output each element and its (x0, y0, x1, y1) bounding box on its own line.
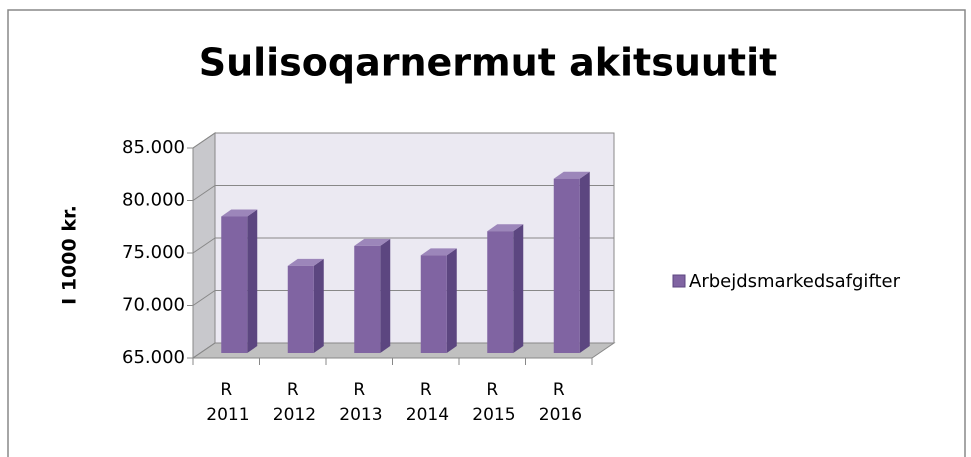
x-tick-label: R 2012 (272, 380, 317, 425)
x-tick-label: R 2011 (206, 380, 250, 425)
bar-top (553, 171, 590, 179)
x-tick-label: R 2015 (472, 380, 516, 425)
grid-line (192, 342, 216, 359)
y-tick-label: 80.000 (122, 190, 185, 211)
legend-label: Arbejdsmarkedsafgifter (689, 271, 901, 292)
bar-top (221, 209, 258, 217)
bar (354, 245, 381, 353)
legend-swatch (672, 274, 686, 288)
bar-top (287, 258, 324, 266)
grid-line (192, 132, 216, 149)
bar-top (420, 248, 457, 256)
grid-line (192, 290, 216, 306)
x-tick-label: R 2013 (339, 380, 383, 425)
y-axis-label: I 1000 kr. (59, 205, 81, 305)
bar (487, 231, 514, 353)
bar-side (380, 238, 391, 353)
bar (420, 255, 447, 353)
bar-side (446, 248, 457, 353)
bar-side (513, 224, 524, 353)
bar-top (354, 238, 391, 246)
grid-line (192, 237, 216, 254)
bar (553, 178, 580, 353)
y-tick-label: 65.000 (122, 347, 185, 368)
x-tick-label: R 2016 (538, 380, 583, 425)
bar (287, 265, 314, 353)
chart-border (7, 9, 966, 457)
bar-side (247, 209, 258, 353)
grid-line (192, 185, 216, 201)
bar (221, 216, 248, 353)
y-tick-label: 70.000 (122, 295, 185, 316)
y-tick-label: 85.000 (122, 137, 185, 158)
bar-top (487, 224, 524, 232)
bar-side (579, 171, 590, 353)
chart-title: Sulisoqarnermut akitsuutit (199, 41, 778, 85)
x-tick-label: R 2014 (405, 380, 450, 425)
y-tick-label: 75.000 (122, 242, 185, 263)
bar-side (313, 258, 324, 353)
